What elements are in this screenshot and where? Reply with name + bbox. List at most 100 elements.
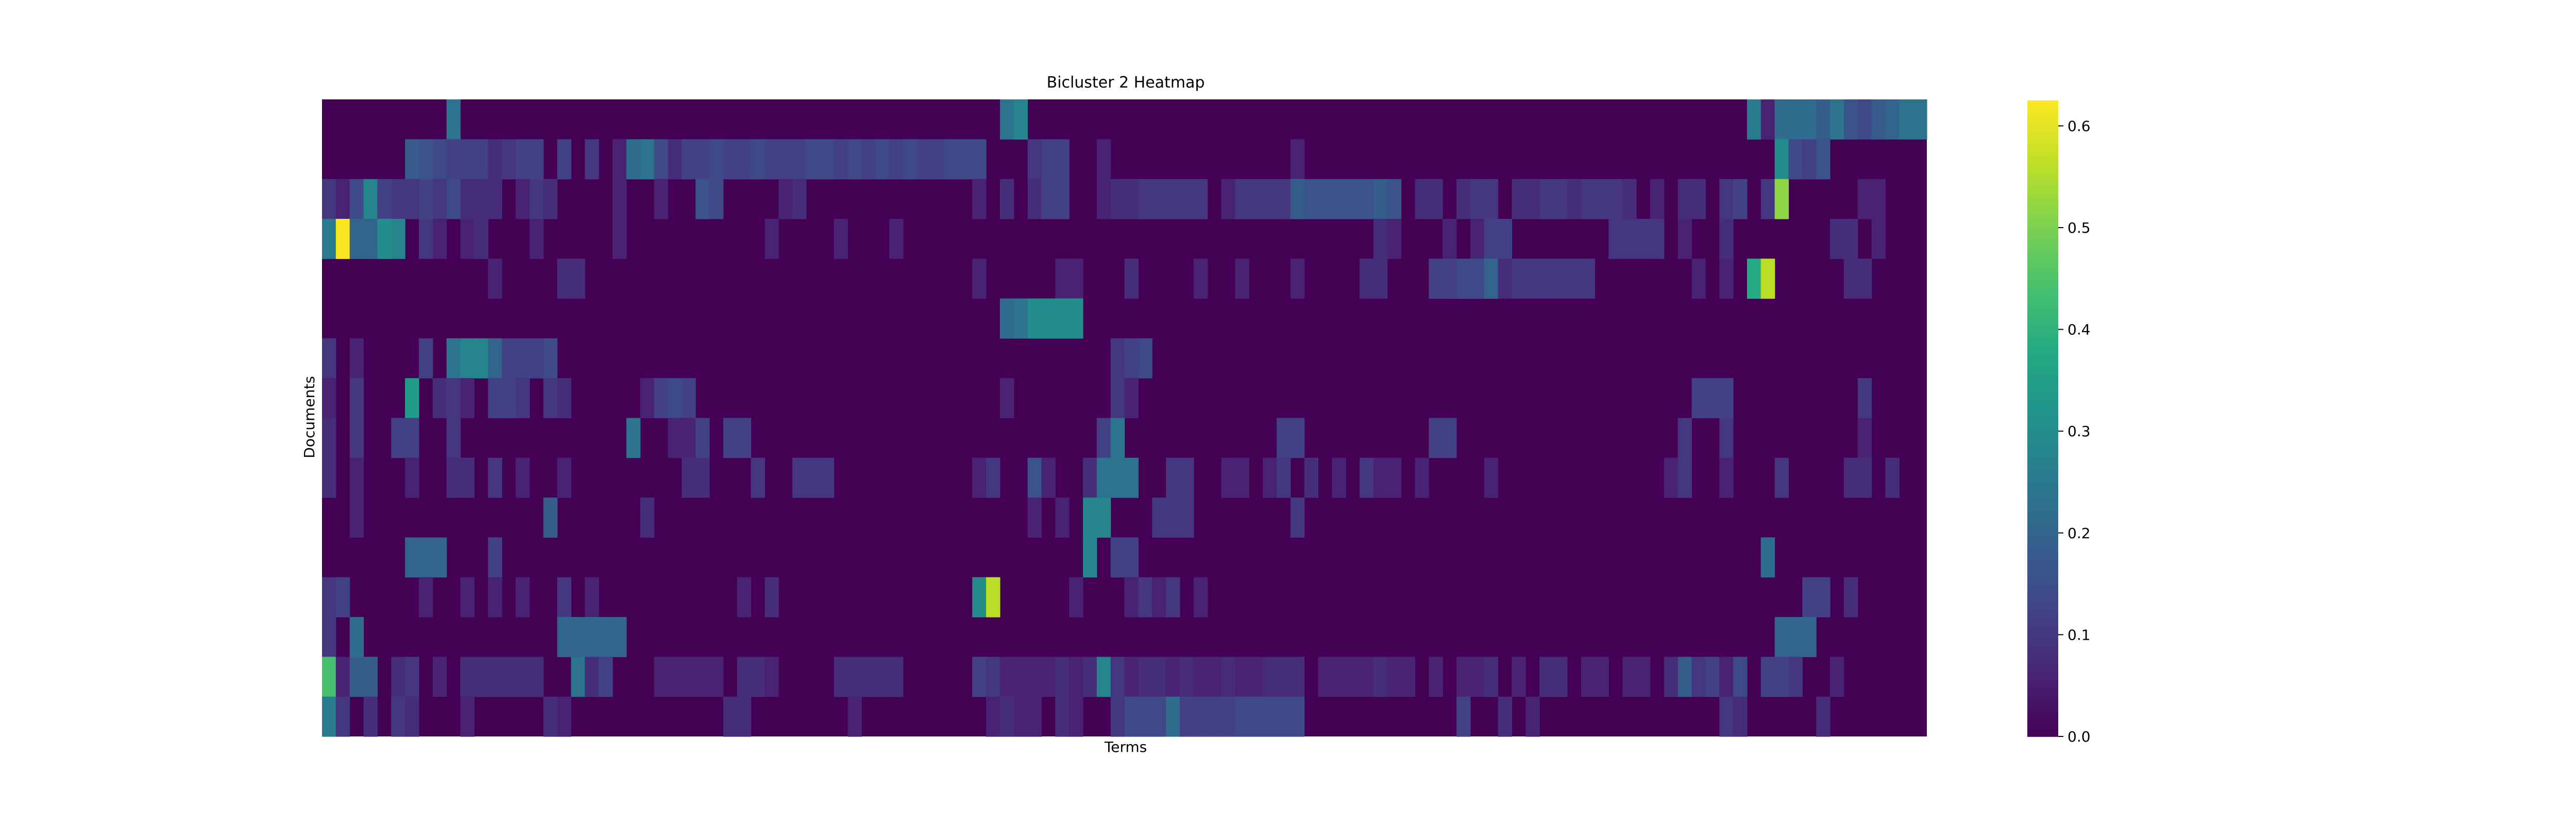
colorbar-gradient-segment <box>2027 141 2058 144</box>
colorbar-gradient-segment <box>2027 632 2058 636</box>
colorbar-gradient-segment <box>2027 558 2058 561</box>
colorbar-gradient-segment <box>2027 583 2058 587</box>
heatmap-cell <box>1207 657 1222 697</box>
heatmap-cell <box>723 139 738 180</box>
heatmap-cell <box>335 179 350 219</box>
heatmap-cell <box>571 617 585 657</box>
colorbar-gradient-segment <box>2027 533 2058 536</box>
colorbar-gradient-segment <box>2027 647 2058 650</box>
heatmap-cell <box>612 218 627 259</box>
heatmap-cell <box>1498 218 1512 259</box>
y-axis-label: Documents <box>301 376 318 458</box>
heatmap-cell <box>626 139 641 180</box>
heatmap-cell <box>1484 218 1499 259</box>
heatmap-cell <box>1096 139 1111 180</box>
heatmap-cell <box>1096 179 1111 219</box>
heatmap-cell <box>405 537 419 578</box>
heatmap-cell <box>696 657 710 697</box>
colorbar-gradient-segment <box>2027 454 2058 457</box>
heatmap-cell <box>1055 696 1070 737</box>
colorbar-tick-label: 0.0 <box>2067 728 2091 745</box>
colorbar-gradient-segment <box>2027 153 2058 157</box>
heatmap-cell <box>668 139 682 180</box>
heatmap-cell <box>1027 298 1042 339</box>
heatmap-cell <box>834 657 849 697</box>
heatmap-cell <box>1802 99 1817 140</box>
heatmap-cell <box>1719 179 1734 219</box>
heatmap-cell <box>1193 577 1208 617</box>
colorbar-gradient-segment <box>2027 118 2058 122</box>
colorbar-gradient-segment <box>2027 312 2058 315</box>
colorbar-gradient-segment <box>2027 385 2058 389</box>
heatmap-cell <box>1774 657 1789 697</box>
heatmap-cell <box>986 577 1001 617</box>
colorbar-gradient-segment <box>2027 291 2058 295</box>
heatmap-cell <box>1373 179 1388 219</box>
heatmap-cell <box>737 696 752 737</box>
colorbar-gradient-segment <box>2027 217 2058 220</box>
colorbar-gradient-segment <box>2027 548 2058 552</box>
heatmap-cell <box>515 338 530 379</box>
heatmap-cell <box>1055 298 1070 339</box>
colorbar-gradient-segment <box>2027 571 2058 574</box>
colorbar-gradient-segment <box>2027 253 2058 256</box>
heatmap-cell <box>1553 259 1568 299</box>
colorbar-gradient-segment <box>2027 235 2058 238</box>
heatmap-cell <box>488 457 502 498</box>
colorbar-gradient-segment <box>2027 691 2058 694</box>
heatmap-cell <box>1069 259 1083 299</box>
colorbar-gradient-segment <box>2027 556 2058 559</box>
heatmap-cell <box>806 139 821 180</box>
heatmap-cell <box>1110 338 1125 379</box>
heatmap-cell <box>848 139 862 180</box>
heatmap-cell <box>543 497 558 538</box>
heatmap-cell <box>999 657 1014 697</box>
heatmap-cell <box>1069 577 1083 617</box>
colorbar-gradient-segment <box>2027 273 2058 277</box>
heatmap-cell <box>820 457 835 498</box>
heatmap-cell <box>1249 696 1263 737</box>
heatmap-cell <box>709 179 724 219</box>
heatmap-cell <box>1290 418 1305 458</box>
heatmap-cell <box>1373 657 1388 697</box>
heatmap-cell <box>986 696 1001 737</box>
colorbar-gradient-segment <box>2027 166 2058 170</box>
colorbar-gradient-segment <box>2027 456 2058 460</box>
colorbar-gradient-segment <box>2027 507 2058 511</box>
colorbar-gradient-segment <box>2027 443 2058 447</box>
heatmap-cell <box>1857 457 1872 498</box>
heatmap-cell <box>1885 457 1900 498</box>
heatmap-cell <box>1802 617 1817 657</box>
heatmap-cell <box>751 139 765 180</box>
colorbar-gradient-segment <box>2027 693 2058 696</box>
heatmap-cell <box>1332 657 1346 697</box>
heatmap-cell <box>875 139 890 180</box>
colorbar-gradient-segment <box>2027 337 2058 340</box>
heatmap-cell <box>1816 696 1831 737</box>
heatmap-cell <box>792 139 807 180</box>
colorbar-gradient-segment <box>2027 126 2058 129</box>
heatmap-cell <box>1082 657 1097 697</box>
colorbar-gradient-segment <box>2027 472 2058 475</box>
heatmap-cell <box>1055 259 1070 299</box>
colorbar-gradient-segment <box>2027 192 2058 195</box>
colorbar-tick-label: 0.5 <box>2067 219 2091 236</box>
heatmap-cell <box>529 139 544 180</box>
heatmap-cell <box>1733 657 1748 697</box>
heatmap-cell <box>1774 179 1789 219</box>
colorbar-gradient-segment <box>2027 283 2058 287</box>
heatmap-cell <box>1373 218 1388 259</box>
heatmap-cell <box>1843 577 1858 617</box>
heatmap-cell <box>515 139 530 180</box>
heatmap-cell <box>515 457 530 498</box>
heatmap-cell <box>1276 418 1291 458</box>
colorbar-gradient-segment <box>2027 563 2058 566</box>
colorbar-gradient-segment <box>2027 383 2058 386</box>
heatmap-cell <box>1041 298 1056 339</box>
heatmap-cell <box>668 418 682 458</box>
colorbar-gradient-segment <box>2027 568 2058 572</box>
colorbar-gradient-segment <box>2027 347 2058 350</box>
heatmap-cell <box>1747 259 1761 299</box>
heatmap-cell <box>460 218 474 259</box>
heatmap-cell <box>1304 179 1319 219</box>
